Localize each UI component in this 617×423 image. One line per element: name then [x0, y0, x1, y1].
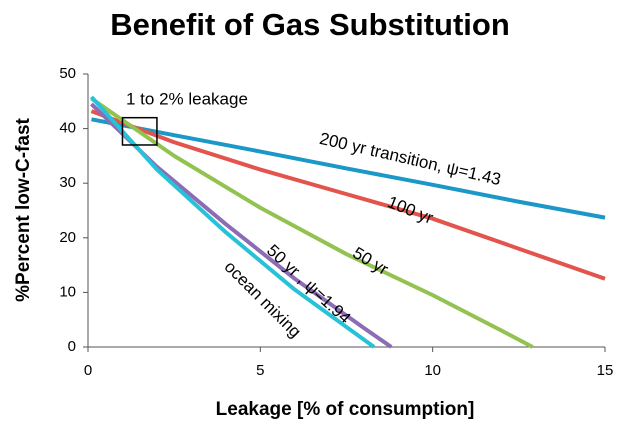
- x-tick-label: 15: [597, 362, 614, 379]
- y-tick-label: 10: [59, 283, 76, 300]
- series-line: [91, 117, 606, 220]
- annotation-text: 1 to 2% leakage: [126, 89, 248, 108]
- series-label: 100 yr: [385, 192, 436, 227]
- y-tick-label: 0: [68, 338, 76, 355]
- series-line: [90, 109, 606, 281]
- x-tick-label: 10: [424, 362, 441, 379]
- chart-title: Benefit of Gas Substitution: [110, 7, 510, 42]
- y-tick-label: 40: [59, 120, 76, 137]
- annotation-box: [121, 116, 158, 146]
- x-tick-label: 5: [256, 362, 264, 379]
- x-tick-label: 0: [84, 362, 92, 379]
- y-tick-label: 20: [59, 229, 76, 246]
- y-axis-label: %Percent low-C-fast: [13, 117, 34, 301]
- y-tick-label: 50: [59, 65, 76, 82]
- series-line: [90, 96, 534, 349]
- x-axis-label: Leakage [% of consumption]: [216, 399, 475, 420]
- y-tick-label: 30: [59, 174, 76, 191]
